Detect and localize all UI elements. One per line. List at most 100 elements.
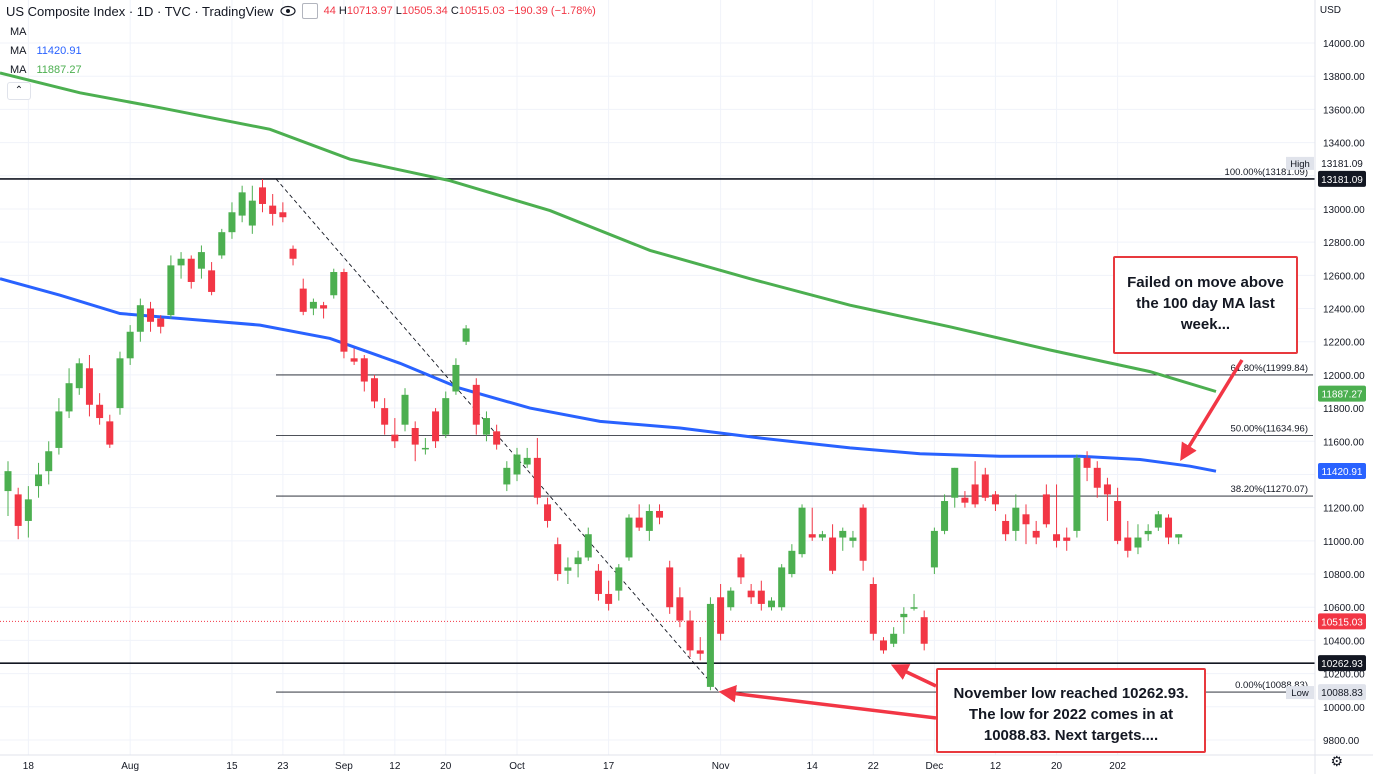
y-tick-label: 13400.00: [1323, 139, 1365, 150]
candle-body: [1063, 537, 1071, 541]
y-tick-label: 14000.00: [1323, 39, 1365, 50]
y-tick-label: 11800.00: [1323, 404, 1364, 415]
candle-body: [971, 484, 979, 505]
fib-label: 0.00%(10088.83): [1235, 680, 1308, 691]
x-tick-label: 20: [1051, 761, 1063, 772]
candle-body: [482, 418, 490, 435]
candle-body: [951, 467, 959, 498]
price-axis: 9800.00 10000.00 10200.00 10400.00 10600.00 1…: [1286, 0, 1366, 774]
candle-body: [584, 534, 592, 558]
candle-body: [910, 607, 918, 609]
price-label-bg: [1318, 170, 1366, 187]
candle-body: [45, 451, 53, 472]
candle-body: [259, 187, 266, 204]
candle-body: [136, 305, 144, 332]
candle-body: [513, 454, 521, 475]
x-tick-label: 23: [277, 761, 289, 772]
low-marker: Low: [1291, 688, 1309, 699]
x-tick-label: Nov: [712, 761, 730, 772]
candle-body: [1032, 530, 1040, 538]
y-tick-label: 10600.00: [1323, 603, 1365, 614]
candle-body: [829, 537, 837, 571]
x-tick-label: 202: [1109, 761, 1126, 772]
candle-body: [238, 192, 246, 216]
candle-body: [920, 617, 928, 644]
y-tick-label: 13600.00: [1323, 105, 1365, 116]
candle-body: [472, 384, 480, 425]
price-label-bg: [1318, 613, 1366, 630]
more-options-icon[interactable]: [301, 3, 318, 19]
candle-body: [14, 494, 22, 526]
high-marker-value: 13181.09: [1321, 159, 1363, 170]
x-tick-label: 15: [226, 761, 238, 772]
y-tick-label: 12400.00: [1323, 305, 1365, 316]
candle-body: [625, 517, 633, 558]
y-tick-label: 10800.00: [1323, 570, 1365, 581]
price-label: 13181.09: [1321, 175, 1363, 186]
y-tick-label: 13800.00: [1323, 72, 1365, 83]
candle-body: [930, 530, 938, 568]
collapse-legend-button[interactable]: ⌃: [7, 82, 31, 100]
candle-body: [157, 318, 165, 327]
gear-icon[interactable]: ⚙: [1330, 753, 1343, 769]
candle-body: [879, 640, 887, 651]
y-tick-label: 11000.00: [1323, 537, 1364, 548]
y-tick-label: 12200.00: [1323, 338, 1365, 349]
candle-body: [778, 567, 786, 608]
price-label: 10088.83: [1321, 688, 1363, 699]
candle-body: [503, 467, 511, 485]
indicator-legend-2[interactable]: MA 11420.91: [10, 45, 82, 57]
price-label-bg: [1318, 463, 1366, 480]
candle-body: [187, 258, 195, 282]
candle-body: [299, 288, 307, 312]
time-axis: 18 Aug 15 23 Sep 12 20 Oct 17 Nov 14 22 Dec 12 20 202: [0, 754, 1373, 772]
candle-body: [798, 507, 806, 555]
candle-body: [635, 517, 643, 528]
candle-body: [106, 421, 114, 445]
price-label: 11887.27: [1322, 390, 1363, 401]
candle-body: [340, 272, 348, 352]
candle-body: [1083, 457, 1091, 468]
fib-label: 61.80%(11999.84): [1231, 363, 1308, 374]
candle-body: [961, 497, 969, 503]
x-tick-label: Dec: [925, 761, 943, 772]
callout-november-low: November low reached 10262.93. The low f…: [936, 668, 1206, 753]
ma-200-series: [0, 71, 1217, 393]
candle-body: [279, 212, 287, 218]
candle-body: [991, 494, 999, 505]
ohlc-values: 44 H10713.97 L10505.34 C10515.03 −190.39…: [323, 5, 596, 17]
candle-body: [75, 363, 83, 389]
candle-body: [594, 570, 602, 594]
candle-body: [248, 200, 256, 226]
candle-body: [757, 590, 765, 604]
candle-body: [147, 308, 155, 322]
currency-label[interactable]: USD: [1319, 5, 1341, 16]
candle-body: [493, 431, 501, 445]
candle-body: [1124, 537, 1132, 551]
price-label: 10262.93: [1321, 659, 1363, 670]
x-tick-label: 14: [807, 761, 819, 772]
y-tick-label: 10200.00: [1323, 670, 1365, 681]
y-tick-label: 10400.00: [1323, 636, 1365, 647]
price-label-bg: [1318, 684, 1366, 701]
symbol-title[interactable]: US Composite Index · 1D · TVC · TradingV…: [6, 3, 274, 19]
candle-body: [615, 567, 623, 591]
candle-body: [666, 567, 674, 608]
high-marker-bg: [1286, 156, 1314, 170]
candle-body: [656, 510, 664, 518]
indicator-legend-3[interactable]: MA 11887.27: [10, 64, 82, 76]
y-tick-label: 9800.00: [1323, 736, 1360, 747]
candle-body: [533, 457, 541, 498]
candle-body: [116, 358, 124, 409]
candle-body: [370, 378, 378, 402]
candle-body: [564, 567, 572, 571]
candle-body: [645, 510, 653, 531]
indicator-legend-1[interactable]: MA: [10, 26, 27, 38]
candle-body: [1012, 507, 1020, 531]
eye-icon[interactable]: [279, 3, 296, 19]
x-tick-label: 18: [23, 761, 35, 772]
candle-body: [686, 620, 694, 651]
candle-body: [218, 232, 226, 256]
y-tick-label: 11200.00: [1323, 504, 1364, 515]
